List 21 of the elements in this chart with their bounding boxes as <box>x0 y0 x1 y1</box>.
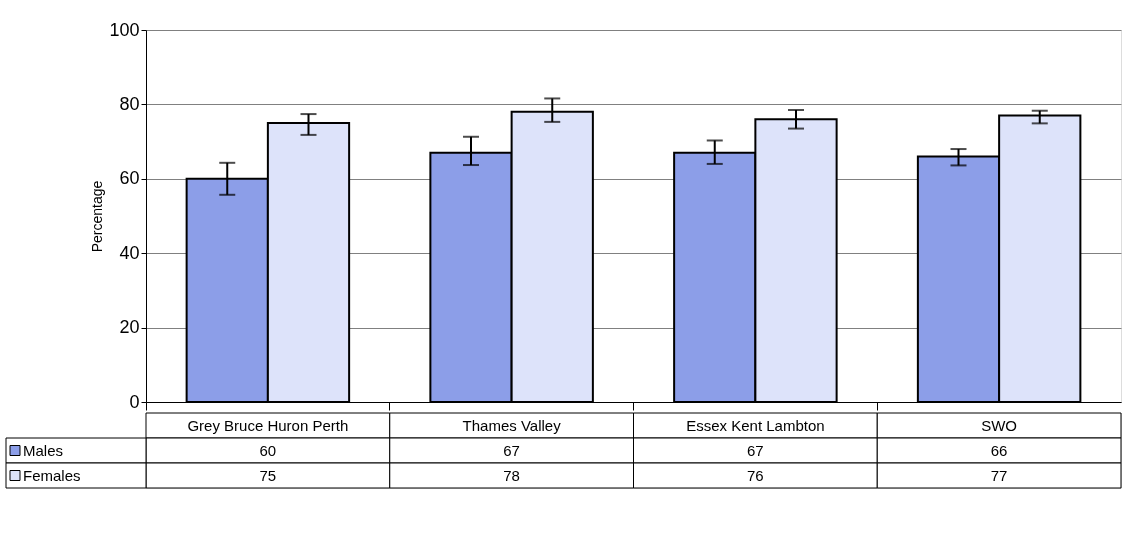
data-label: 60 <box>259 441 277 459</box>
y-axis-title: Percentage <box>89 180 106 253</box>
y-tick-label: 100 <box>109 19 140 40</box>
y-tick-label: 60 <box>119 168 140 189</box>
data-label: 76 <box>747 466 764 484</box>
y-tick-label: 80 <box>119 93 140 114</box>
data-label: 66 <box>990 441 1008 459</box>
x-tick-label: SWO <box>981 416 1018 434</box>
data-label: 67 <box>747 441 764 459</box>
y-tick-label: 20 <box>119 317 140 338</box>
data-label: 67 <box>503 441 520 459</box>
legend-label: Males <box>23 441 64 459</box>
legend-label: Females <box>23 466 81 484</box>
x-tick-label: Essex Kent Lambton <box>686 416 825 434</box>
data-label: 78 <box>503 466 520 484</box>
x-tick-label: Thames Valley <box>462 416 562 434</box>
x-tick-label: Grey Bruce Huron Perth <box>187 416 349 434</box>
y-tick-label: 40 <box>119 242 140 263</box>
y-tick-label: 0 <box>129 391 140 412</box>
data-label: 77 <box>990 466 1008 484</box>
data-label: 75 <box>259 466 277 484</box>
